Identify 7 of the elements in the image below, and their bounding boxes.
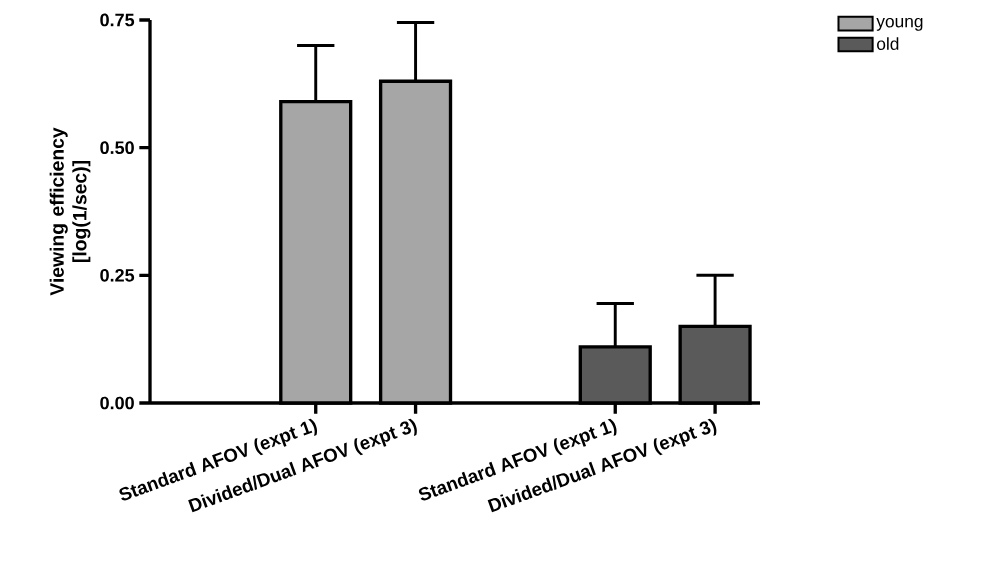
y-tick-label: 0.25 bbox=[100, 268, 135, 282]
legend-label: young bbox=[876, 17, 923, 31]
legend-label: old bbox=[877, 37, 899, 50]
y-axis-title: Viewing efficiency [log(1/sec)] bbox=[49, 127, 91, 296]
y-tick-label: 0.00 bbox=[100, 396, 134, 410]
y-tick-label: 0.50 bbox=[100, 141, 134, 155]
y-tick-label: 0.75 bbox=[100, 13, 135, 27]
